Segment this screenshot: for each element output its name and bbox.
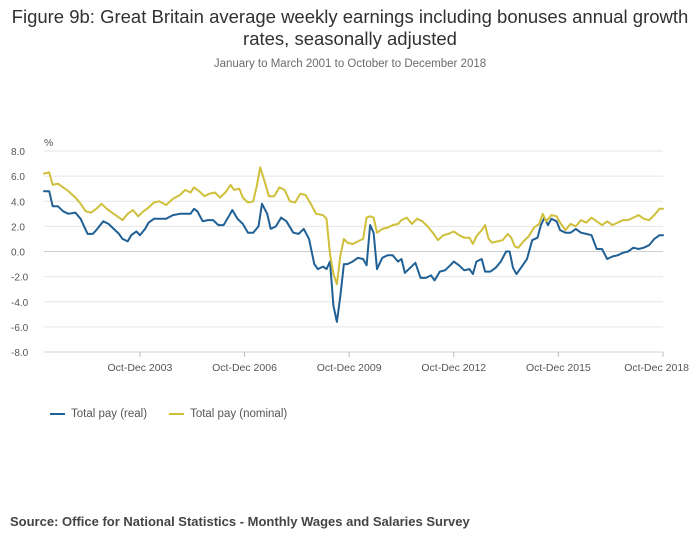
y-tick-label: -8.0 [11,348,29,359]
y-tick-label: 6.0 [11,172,25,183]
y-tick-label: 0.0 [11,248,25,259]
y-tick-label: 2.0 [11,222,25,233]
legend-item-nominal[interactable]: Total pay (nominal) [169,408,287,420]
legend-swatch-real [50,413,65,415]
source-note: Source: Office for National Statistics -… [10,514,470,529]
x-tick-label: Oct-Dec 2006 [212,362,277,374]
y-tick-label: -6.0 [11,323,29,334]
series-line-nominal [43,166,664,286]
chart-legend: Total pay (real) Total pay (nominal) [50,408,287,420]
x-tick-label: Oct-Dec 2015 [526,362,591,374]
legend-swatch-nominal [169,413,185,415]
legend-label-nominal: Total pay (nominal) [190,408,288,420]
legend-item-real[interactable]: Total pay (real) [50,408,147,420]
chart-subtitle: January to March 2001 to October to Dece… [213,58,487,70]
y-axis-label: % [44,137,53,149]
y-tick-label: -4.0 [11,298,29,309]
y-tick-label: 8.0 [11,147,25,158]
y-tick-label: 4.0 [11,197,25,208]
x-tick-label: Oct-Dec 2003 [108,362,173,374]
x-tick-label: Oct-Dec 2012 [421,362,486,374]
chart-title: Figure 9b: Great Britain average weekly … [11,6,689,49]
y-tick-label: -2.0 [11,273,29,284]
legend-label-real: Total pay (real) [71,408,148,420]
x-tick-label: Oct-Dec 2018 [624,362,689,374]
x-tick-label: Oct-Dec 2009 [317,362,382,374]
series-line-real [43,190,664,323]
